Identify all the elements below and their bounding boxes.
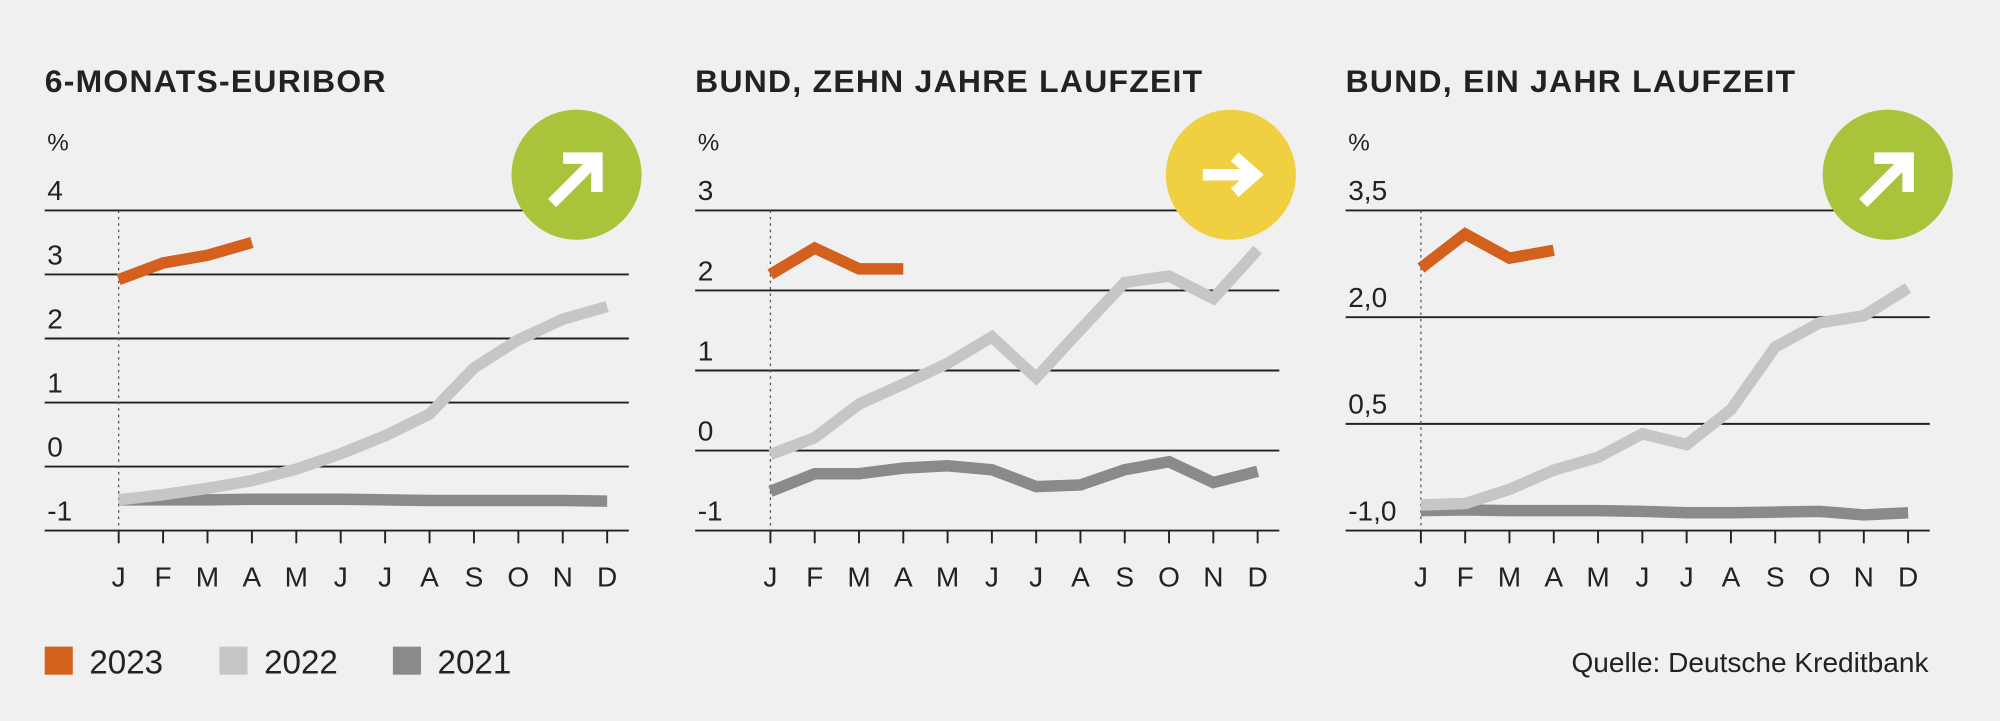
x-tick-label: A <box>1071 562 1090 593</box>
chart-title: 6-MONATS-EURIBOR <box>45 63 387 99</box>
line-series <box>1417 227 1555 273</box>
x-tick-label: F <box>1457 562 1474 593</box>
y-tick-label: 2 <box>698 255 714 286</box>
x-tick-label: O <box>1158 562 1180 593</box>
arrow-right <box>1202 152 1264 197</box>
arrow-up-right <box>548 152 603 208</box>
y-axis-unit: % <box>1348 130 1370 157</box>
legend-swatch <box>219 646 248 675</box>
x-tick-label: N <box>1854 562 1874 593</box>
x-tick-label: F <box>806 562 823 593</box>
x-tick-label: A <box>1722 562 1741 593</box>
arrow-up-right <box>1859 152 1914 208</box>
y-tick-label: -1 <box>698 495 723 526</box>
line-series <box>1420 504 1909 521</box>
x-tick-label: D <box>1898 562 1918 593</box>
x-tick-label: S <box>1766 562 1785 593</box>
x-tick-label: A <box>894 562 913 593</box>
x-tick-label: A <box>243 562 262 593</box>
x-tick-label: J <box>1414 562 1428 593</box>
x-tick-label: D <box>597 562 617 593</box>
legend-label: 2023 <box>89 644 163 681</box>
x-tick-label: M <box>1498 562 1521 593</box>
source: Quelle: Deutsche Kreditbank <box>1571 647 1929 678</box>
chart-title: BUND, ZEHN JAHRE LAUFZEIT <box>695 63 1203 99</box>
y-axis-unit: % <box>47 130 69 157</box>
legend-swatch <box>44 646 73 675</box>
line-series <box>116 236 254 285</box>
y-tick-label: 0 <box>698 415 714 446</box>
x-tick-label: J <box>1029 562 1043 593</box>
x-tick-label: N <box>553 562 573 593</box>
y-axis-unit: % <box>698 130 720 157</box>
x-tick-label: J <box>378 562 392 593</box>
line-series <box>118 300 609 506</box>
y-tick-label: 2 <box>47 303 63 334</box>
x-tick-label: D <box>1248 562 1268 593</box>
y-tick-label: 3 <box>47 239 63 270</box>
x-tick-label: M <box>936 562 959 593</box>
x-tick-label: F <box>155 562 172 593</box>
x-tick-label: M <box>285 562 308 593</box>
line-series <box>118 493 608 507</box>
y-tick-label: 1 <box>47 367 63 398</box>
y-tick-label: -1,0 <box>1348 495 1396 526</box>
chart-title: BUND, EIN JAHR LAUFZEIT <box>1346 63 1797 99</box>
legend-swatch <box>392 646 421 675</box>
y-tick-label: 0,5 <box>1348 389 1387 420</box>
x-tick-label: O <box>507 562 529 593</box>
y-tick-label: 1 <box>698 335 714 366</box>
line-series <box>1420 283 1912 511</box>
x-tick-label: J <box>112 562 126 593</box>
y-tick-label: 3,5 <box>1348 175 1387 206</box>
x-tick-label: J <box>334 562 348 593</box>
line-series <box>768 245 1262 460</box>
x-tick-label: M <box>1586 562 1609 593</box>
x-tick-label: S <box>465 562 484 593</box>
x-tick-label: S <box>1115 562 1134 593</box>
line-series <box>768 455 1260 497</box>
x-tick-label: M <box>847 562 870 593</box>
y-tick-label: 2,0 <box>1348 282 1387 313</box>
x-tick-label: J <box>1635 562 1649 593</box>
y-tick-label: 3 <box>698 175 714 206</box>
x-tick-label: J <box>763 562 777 593</box>
x-tick-label: O <box>1809 562 1831 593</box>
legend-label: 2021 <box>438 644 512 681</box>
y-tick-label: -1 <box>47 495 72 526</box>
y-tick-label: 0 <box>47 431 63 462</box>
line-series <box>767 241 904 280</box>
x-tick-label: A <box>1544 562 1563 593</box>
x-tick-label: J <box>985 562 999 593</box>
x-tick-label: A <box>420 562 439 593</box>
trend-icons <box>511 109 1953 240</box>
x-tick-label: J <box>1680 562 1694 593</box>
x-tick-label: M <box>196 562 219 593</box>
legend-label: 2022 <box>264 644 338 681</box>
y-tick-label: 4 <box>47 175 63 206</box>
x-tick-label: N <box>1203 562 1223 593</box>
